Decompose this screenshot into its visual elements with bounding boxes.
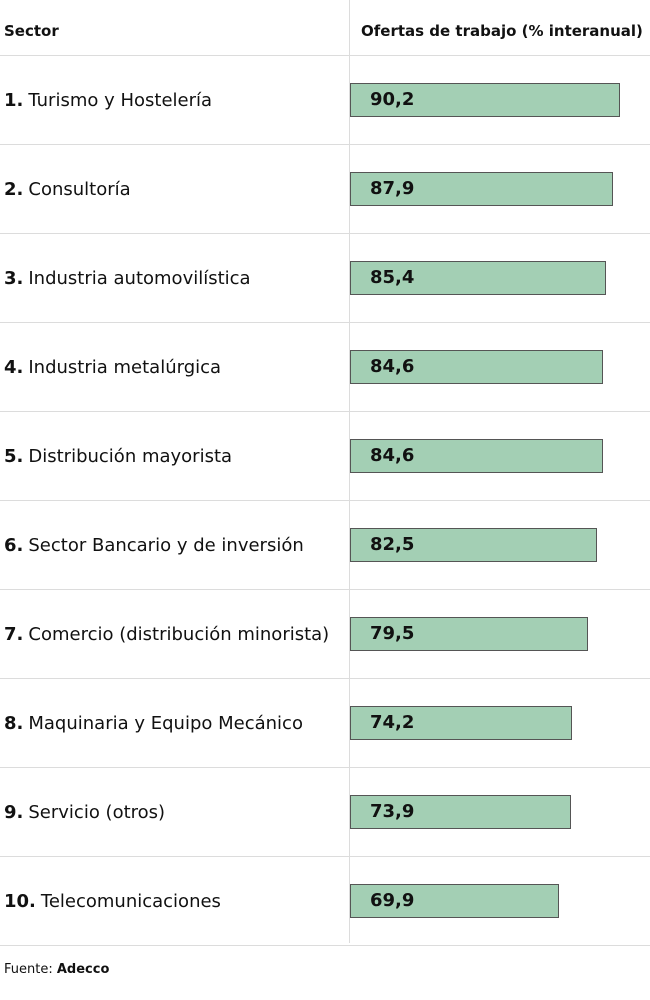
rank-number: 8. [4,712,24,734]
sector-name: Industria metalúrgica [28,356,222,378]
bar-value-label: 79,5 [370,623,415,644]
value-bar: 87,9 [350,172,613,206]
sector-label: 9. Servicio (otros) [4,768,349,856]
value-bar: 79,5 [350,617,588,651]
sector-name: Consultoría [28,178,131,200]
value-bar: 82,5 [350,528,597,562]
value-bar: 84,6 [350,350,603,384]
rank-number: 7. [4,623,24,645]
rank-number: 6. [4,534,24,556]
sector-table: Sector Ofertas de trabajo (% interanual)… [0,0,650,946]
table-row: 9. Servicio (otros) 73,9 [0,768,650,857]
sector-label: 7. Comercio (distribución minorista) [4,590,349,678]
table-row: 1. Turismo y Hostelería 90,2 [0,56,650,145]
sector-column-header: Sector [4,22,59,40]
table-row: 5. Distribución mayorista 84,6 [0,412,650,501]
table-body: 1. Turismo y Hostelería 90,2 2. Consultoría 8… [0,56,650,946]
sector-name: Distribución mayorista [28,445,233,467]
bar-value-label: 90,2 [370,89,415,110]
bar-value-label: 74,2 [370,712,415,733]
column-divider [349,0,350,943]
sector-name: Maquinaria y Equipo Mecánico [28,712,303,734]
sector-name: Industria automovilística [28,267,251,289]
table-row: 2. Consultoría 87,9 [0,145,650,234]
bar-value-label: 84,6 [370,445,415,466]
rank-number: 2. [4,178,24,200]
sector-label: 2. Consultoría [4,145,349,233]
table-row: 4. Industria metalúrgica 84,6 [0,323,650,412]
sector-label: 4. Industria metalúrgica [4,323,349,411]
rank-number: 10. [4,890,36,912]
sector-name: Sector Bancario y de inversión [28,534,304,556]
table-row: 3. Industria automovilística 85,4 [0,234,650,323]
table-row: 6. Sector Bancario y de inversión 82,5 [0,501,650,590]
sector-name: Servicio (otros) [28,801,166,823]
sector-name: Comercio (distribución minorista) [28,623,330,645]
bar-value-label: 85,4 [370,267,415,288]
sector-name: Telecomunicaciones [40,890,221,912]
rank-number: 3. [4,267,24,289]
value-bar: 74,2 [350,706,572,740]
value-column-header: Ofertas de trabajo (% interanual) [361,22,643,40]
rank-number: 1. [4,89,24,111]
value-bar: 84,6 [350,439,603,473]
value-bar: 85,4 [350,261,606,295]
sector-label: 5. Distribución mayorista [4,412,349,500]
bar-value-label: 84,6 [370,356,415,377]
source-prefix: Fuente: [4,962,53,977]
sector-label: 10. Telecomunicaciones [4,857,349,945]
rank-number: 4. [4,356,24,378]
sector-label: 1. Turismo y Hostelería [4,56,349,144]
sector-name: Turismo y Hostelería [28,89,213,111]
table-row: 8. Maquinaria y Equipo Mecánico 74,2 [0,679,650,768]
sector-label: 6. Sector Bancario y de inversión [4,501,349,589]
bar-value-label: 87,9 [370,178,415,199]
table-header: Sector Ofertas de trabajo (% interanual) [0,0,650,56]
bar-value-label: 69,9 [370,890,415,911]
bar-value-label: 73,9 [370,801,415,822]
sector-label: 8. Maquinaria y Equipo Mecánico [4,679,349,767]
source-name: Adecco [56,962,110,977]
rank-number: 9. [4,801,24,823]
source-note: Fuente: Adecco [4,962,109,977]
table-row: 10. Telecomunicaciones 69,9 [0,857,650,946]
rank-number: 5. [4,445,24,467]
bar-value-label: 82,5 [370,534,415,555]
value-bar: 90,2 [350,83,620,117]
value-bar: 69,9 [350,884,559,918]
value-bar: 73,9 [350,795,571,829]
sector-label: 3. Industria automovilística [4,234,349,322]
table-row: 7. Comercio (distribución minorista) 79,5 [0,590,650,679]
